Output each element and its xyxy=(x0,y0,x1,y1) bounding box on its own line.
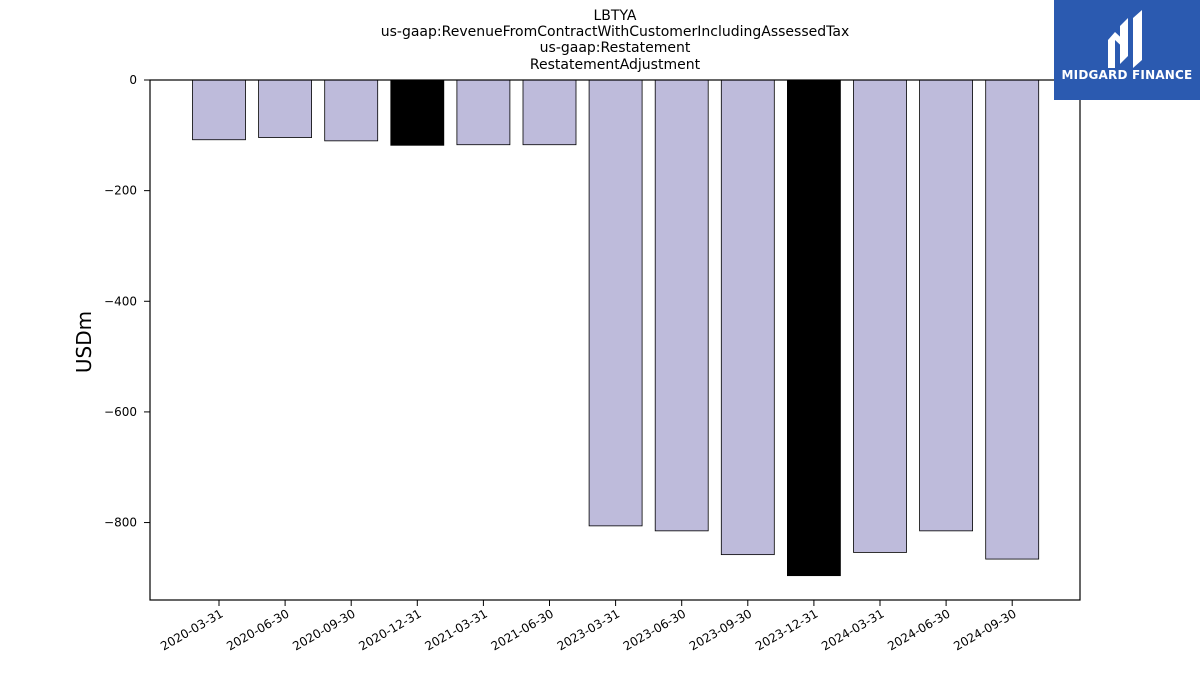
x-tick-label: 2020-06-30 xyxy=(224,606,291,653)
x-tick-label: 2024-06-30 xyxy=(885,606,952,653)
y-tick-label: −600 xyxy=(104,405,137,419)
y-tick-label: −800 xyxy=(104,516,137,530)
y-tick-label: −400 xyxy=(104,294,137,308)
x-tick-label: 2020-03-31 xyxy=(158,606,225,653)
x-tick-label: 2024-03-31 xyxy=(819,606,886,653)
plot-frame xyxy=(149,79,1081,601)
y-axis-ticks: 0 −200 −400 −600 −800 xyxy=(104,73,150,530)
y-tick-label: −200 xyxy=(104,184,137,198)
x-tick-label: 2024-09-30 xyxy=(951,606,1018,653)
x-tick-label: 2020-12-31 xyxy=(356,606,423,653)
bar-2021-06-30 xyxy=(522,79,577,146)
chart-title-line-3: us-gaap:Restatement xyxy=(540,40,691,56)
x-axis-ticks: 2020-03-312020-06-302020-09-302020-12-31… xyxy=(158,600,1019,653)
bar-2023-06-30 xyxy=(654,79,709,532)
y-tick-label: 0 xyxy=(129,73,137,87)
brand-logo: MIDGARD FINANCE xyxy=(1054,0,1200,100)
bar-2024-06-30 xyxy=(919,79,973,532)
chart-title: LBTYA us-gaap:RevenueFromContractWithCus… xyxy=(381,8,850,73)
bar-2020-12-31 xyxy=(390,79,445,146)
bar-2021-03-31 xyxy=(456,79,511,146)
bars-group xyxy=(192,79,1040,577)
chart-title-line-1: LBTYA xyxy=(594,8,637,24)
bar-2020-09-30 xyxy=(324,79,379,142)
bar-2020-03-31 xyxy=(192,79,246,141)
bar-2023-09-30 xyxy=(720,79,775,556)
chart-title-line-4: RestatementAdjustment xyxy=(530,57,701,73)
bar-2023-12-31 xyxy=(787,79,841,577)
x-tick-label: 2021-03-31 xyxy=(422,606,489,653)
y-axis-label: USDm xyxy=(72,311,96,373)
x-tick-label: 2021-06-30 xyxy=(489,606,556,653)
x-tick-label: 2023-03-31 xyxy=(555,606,622,653)
chart-title-line-2: us-gaap:RevenueFromContractWithCustomerI… xyxy=(381,24,850,40)
bar-2023-03-31 xyxy=(588,79,643,527)
bar-2024-03-31 xyxy=(853,79,907,553)
bar-2024-09-30 xyxy=(985,79,1040,560)
brand-name: MIDGARD FINANCE xyxy=(1061,68,1193,82)
bar-2020-06-30 xyxy=(258,79,313,138)
x-tick-label: 2023-12-31 xyxy=(753,606,820,653)
midgard-m-logo-icon xyxy=(1108,10,1142,68)
x-tick-label: 2023-09-30 xyxy=(687,606,754,653)
x-tick-label: 2023-06-30 xyxy=(621,606,688,653)
x-tick-label: 2020-09-30 xyxy=(290,606,357,653)
